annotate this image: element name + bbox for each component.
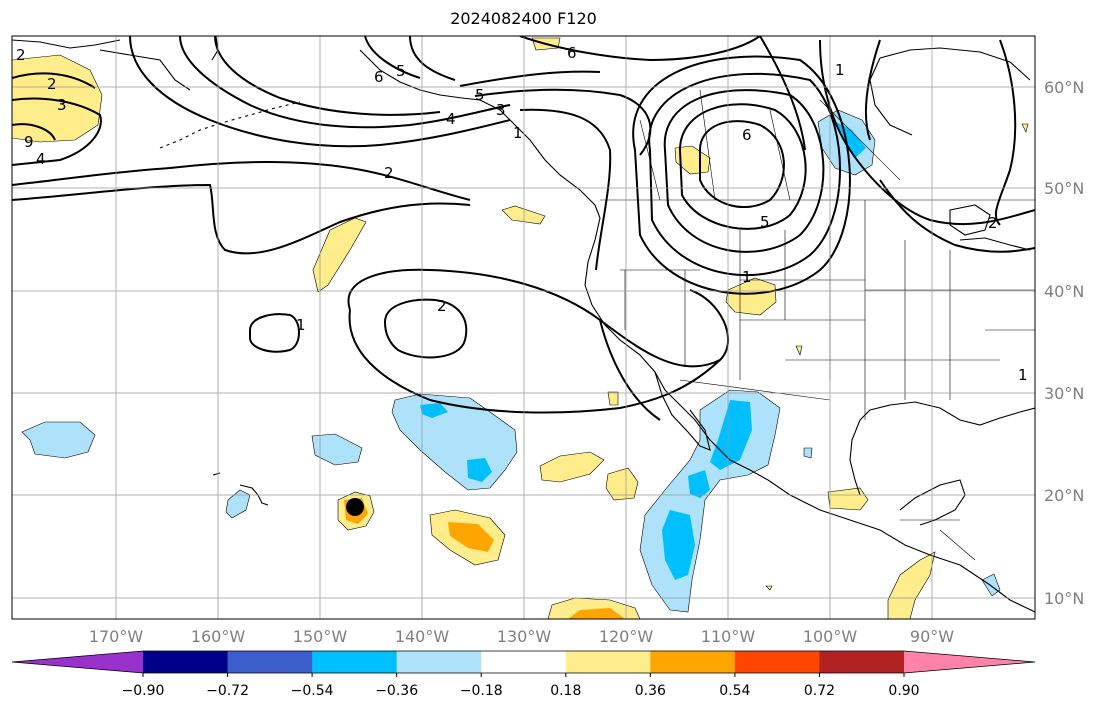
lat-tick-label: 50°N (1044, 179, 1084, 198)
contour-label: 9 (24, 133, 34, 151)
colorbar-tick-label: 0.18 (550, 683, 581, 699)
lon-tick-label: 120°W (599, 627, 654, 646)
coastlines (12, 36, 1035, 613)
negative-anomaly-region (21, 421, 96, 459)
colorbar-tick-label: −0.72 (206, 683, 249, 699)
negative-anomaly-region (662, 510, 695, 580)
positive-anomaly-region (448, 522, 494, 552)
negative-anomaly-region (311, 433, 363, 466)
colorbar-segments (11, 650, 1036, 674)
colorbar-segment (396, 651, 482, 673)
positive-anomaly-region (539, 451, 605, 483)
lon-tick-label: 150°W (293, 627, 348, 646)
lon-tick-label: 110°W (701, 627, 756, 646)
contour-label: 1 (513, 124, 523, 142)
lat-tick-label: 30°N (1044, 384, 1084, 403)
contour-label: 6 (374, 68, 384, 86)
positive-anomaly-region (887, 551, 936, 619)
lat-tick-label: 10°N (1044, 589, 1084, 608)
contour-label: 1 (296, 316, 306, 334)
colorbar-tick-label: −0.90 (122, 683, 165, 699)
lat-tick-label: 40°N (1044, 282, 1084, 301)
colorbar-segment (312, 651, 398, 673)
contour-label: 2 (16, 46, 26, 64)
positive-anomaly-region (12, 54, 103, 143)
contour-label: 4 (36, 150, 46, 168)
colorbar-segment (143, 651, 229, 673)
contour-label: 1 (835, 61, 845, 79)
negative-anomaly-region (688, 470, 710, 498)
colorbar-tick-label: −0.36 (375, 683, 418, 699)
positive-anomaly-region (568, 608, 625, 619)
colorbar-tick-label: 0.36 (635, 683, 666, 699)
lat-tick-label: 20°N (1044, 486, 1084, 505)
colorbar-segment (227, 651, 313, 673)
contour-label: 3 (496, 101, 506, 119)
storm-marker (346, 498, 364, 516)
colorbar-tick-label: 0.54 (719, 683, 750, 699)
colorbar-segment (734, 651, 820, 673)
positive-anomaly-region (827, 487, 869, 511)
colorbar-labels: −0.90 −0.72 −0.54 −0.36 −0.18 0.18 0.36 0.54 0.7… (122, 673, 920, 699)
lon-tick-label: 100°W (803, 627, 858, 646)
positive-anomaly-region (312, 217, 367, 293)
lon-tick-label: 170°W (89, 627, 144, 646)
contour-labels: 2 3 4 9 6 5 6 4 5 3 1 2 6 5 1 1 2 1 2 1 … (16, 44, 1028, 384)
map-title: 2024082400 F120 (450, 9, 597, 28)
positive-anomaly-region (607, 391, 619, 406)
map-frame (11, 35, 1036, 620)
negative-anomaly-region (710, 400, 752, 470)
colorbar: −0.90 −0.72 −0.54 −0.36 −0.18 0.18 0.36 0.54 0.7… (11, 650, 1036, 699)
contour-label: 6 (742, 126, 752, 144)
contour-label: 6 (567, 44, 577, 62)
colorbar-tick-label: 0.90 (888, 683, 919, 699)
graticule (12, 36, 1035, 619)
negative-anomaly-region (225, 489, 251, 519)
colorbar-tick-label: −0.54 (291, 683, 334, 699)
contour-lines (12, 36, 1035, 421)
contour-label: 2 (988, 214, 998, 232)
contour-label: 1 (742, 268, 752, 286)
positive-anomaly-region (795, 345, 803, 356)
colorbar-segment (819, 651, 905, 673)
colorbar-segment (481, 651, 567, 673)
lon-tick-label: 130°W (497, 627, 552, 646)
contour-label: 4 (446, 110, 456, 128)
lon-tick-label: 90°W (910, 627, 954, 646)
lat-tick-label: 60°N (1044, 78, 1084, 97)
positive-anomaly-region (765, 585, 773, 591)
contour-label: 1 (1018, 366, 1028, 384)
negative-anomaly-region (420, 403, 448, 418)
positive-anomaly-region (1021, 123, 1029, 133)
colorbar-segment (565, 651, 651, 673)
contour-label: 5 (760, 213, 770, 231)
negative-anomaly-region (467, 458, 492, 482)
contour-label: 2 (437, 297, 447, 315)
lon-tick-label: 140°W (395, 627, 450, 646)
contour-label: 5 (396, 62, 406, 80)
positive-anomaly-region (674, 145, 711, 175)
contour-label: 2 (384, 164, 394, 182)
latitude-tick-labels: 60°N 50°N 40°N 30°N 20°N 10°N (1044, 78, 1084, 608)
colorbar-segment (650, 651, 736, 673)
colorbar-tick-label: −0.18 (460, 683, 503, 699)
colorbar-extend-max (904, 651, 1035, 673)
negative-anomaly-region (803, 447, 813, 459)
contour-label: 2 (47, 75, 57, 93)
contour-label: 3 (57, 96, 67, 114)
longitude-tick-labels: 170°W 160°W 150°W 140°W 130°W 120°W 110°… (89, 627, 954, 646)
negative-anomaly-region (981, 573, 1001, 597)
lon-tick-label: 160°W (191, 627, 246, 646)
colorbar-tick-label: 0.72 (804, 683, 835, 699)
colorbar-extend-min (12, 651, 143, 673)
positive-anomaly-region (605, 467, 639, 501)
contour-label: 5 (475, 86, 485, 104)
